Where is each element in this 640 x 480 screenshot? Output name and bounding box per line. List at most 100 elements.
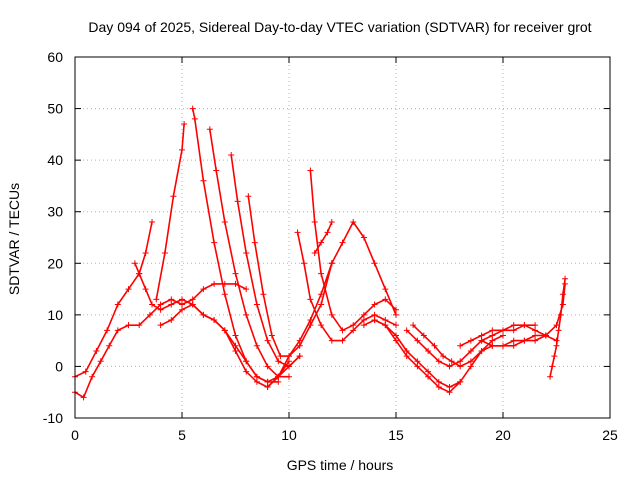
data-point bbox=[457, 363, 464, 370]
data-point bbox=[393, 322, 399, 329]
data-point bbox=[521, 322, 528, 329]
data-point bbox=[532, 337, 539, 344]
data-point bbox=[211, 317, 218, 324]
data-point bbox=[200, 311, 207, 318]
data-point bbox=[371, 317, 378, 324]
data-point bbox=[228, 151, 235, 158]
y-tick-label: 0 bbox=[55, 358, 63, 374]
data-point bbox=[243, 368, 250, 375]
series-arc-1 bbox=[72, 219, 156, 380]
series-line bbox=[74, 283, 247, 399]
data-point bbox=[268, 332, 275, 339]
series-arc-14 bbox=[360, 317, 464, 391]
data-point bbox=[318, 239, 325, 246]
data-point bbox=[510, 342, 517, 349]
data-point bbox=[414, 363, 421, 370]
data-point bbox=[328, 311, 335, 318]
data-point bbox=[104, 327, 111, 334]
data-point bbox=[318, 301, 325, 308]
data-point bbox=[168, 296, 175, 303]
data-point bbox=[553, 342, 560, 349]
data-point bbox=[510, 322, 517, 329]
y-tick-label: -10 bbox=[43, 410, 63, 426]
data-point bbox=[251, 239, 258, 246]
data-point bbox=[478, 332, 485, 339]
data-point bbox=[93, 347, 100, 354]
data-point bbox=[307, 167, 314, 174]
data-point bbox=[200, 286, 207, 293]
series-line bbox=[209, 128, 290, 378]
data-point bbox=[243, 311, 250, 318]
data-point bbox=[221, 219, 228, 226]
data-point bbox=[114, 301, 121, 308]
data-point bbox=[264, 363, 271, 370]
data-point bbox=[382, 317, 389, 324]
series-arc-20 bbox=[547, 275, 569, 380]
data-point bbox=[232, 347, 239, 354]
series-line bbox=[74, 221, 153, 378]
plot-frame bbox=[74, 56, 611, 419]
data-point bbox=[371, 301, 378, 308]
data-point bbox=[157, 322, 164, 329]
data-point bbox=[510, 337, 517, 344]
data-point bbox=[403, 353, 410, 360]
data-point bbox=[371, 260, 378, 267]
data-point bbox=[328, 337, 335, 344]
data-point bbox=[253, 378, 260, 385]
data-point bbox=[339, 337, 346, 344]
data-point bbox=[562, 275, 569, 282]
data-point bbox=[136, 270, 143, 277]
data-point bbox=[296, 337, 303, 344]
data-point bbox=[393, 306, 399, 313]
data-point bbox=[339, 327, 346, 334]
data-point bbox=[213, 167, 220, 174]
grid bbox=[75, 57, 610, 418]
data-point bbox=[189, 301, 196, 308]
x-tick-label: 25 bbox=[602, 427, 618, 443]
data-point bbox=[500, 332, 506, 339]
series-line bbox=[363, 319, 461, 388]
data-point bbox=[500, 327, 506, 334]
data-point bbox=[360, 322, 367, 329]
data-point bbox=[294, 229, 301, 236]
series-arc-8 bbox=[228, 151, 303, 370]
data-point bbox=[478, 347, 485, 354]
data-point bbox=[125, 286, 132, 293]
series-line bbox=[247, 195, 333, 357]
data-point bbox=[393, 337, 399, 344]
data-point bbox=[467, 337, 474, 344]
series-arc-6 bbox=[189, 105, 282, 385]
data-point bbox=[149, 219, 156, 226]
x-tick-label: 0 bbox=[71, 427, 79, 443]
data-point bbox=[360, 317, 367, 324]
data-point bbox=[275, 358, 282, 365]
series-arc-2 bbox=[72, 280, 250, 401]
series-arc-16 bbox=[403, 322, 539, 370]
data-point bbox=[457, 342, 464, 349]
data-point bbox=[179, 296, 185, 303]
data-point bbox=[275, 378, 282, 385]
data-point bbox=[559, 301, 566, 308]
data-point bbox=[328, 260, 335, 267]
data-point bbox=[157, 301, 164, 308]
data-point bbox=[382, 286, 389, 293]
data-point bbox=[264, 378, 271, 385]
data-point bbox=[136, 322, 143, 329]
data-point bbox=[467, 358, 474, 365]
data-point bbox=[339, 239, 346, 246]
data-point bbox=[153, 296, 160, 303]
data-point bbox=[435, 358, 442, 365]
data-point bbox=[549, 363, 556, 370]
data-point bbox=[189, 105, 196, 112]
data-point bbox=[446, 389, 453, 396]
y-tick-label: 40 bbox=[47, 152, 63, 168]
data-point bbox=[489, 332, 496, 339]
data-point bbox=[489, 327, 496, 334]
data-point bbox=[161, 249, 168, 256]
data-point bbox=[393, 311, 399, 318]
data-point bbox=[311, 249, 318, 256]
data-point bbox=[179, 306, 185, 313]
data-point bbox=[478, 337, 485, 344]
data-point bbox=[260, 291, 267, 298]
